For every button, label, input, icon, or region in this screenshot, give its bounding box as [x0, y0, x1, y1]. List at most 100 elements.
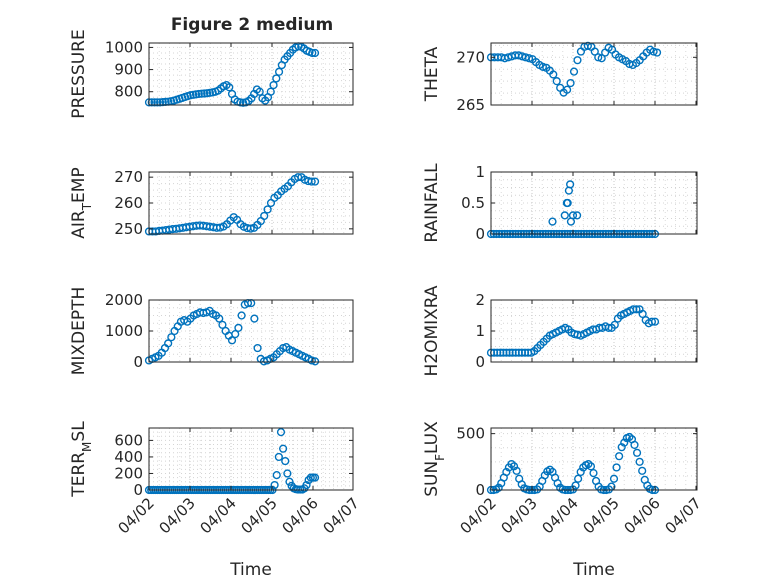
data-point	[266, 87, 275, 96]
data-point	[234, 323, 243, 333]
data-point	[158, 98, 167, 107]
y-tick-label: 0	[133, 353, 143, 371]
data-point	[652, 48, 662, 57]
subplot-theta: 265 270 THETA	[422, 41, 698, 114]
subplot-h2omixra: 0 1 2 H2OMIXRA	[422, 285, 698, 377]
y-tick-label: 0.5	[461, 194, 485, 212]
series-markers	[144, 42, 320, 107]
y-tick-label: 0	[475, 353, 485, 371]
data-point	[632, 448, 642, 457]
data-point	[310, 48, 320, 58]
y-axis-label: H2OMIXRA	[422, 285, 442, 376]
data-point	[200, 89, 209, 98]
data-point	[147, 98, 156, 107]
data-point	[225, 83, 234, 92]
x-axis-label: Time	[572, 560, 615, 580]
data-point	[308, 48, 317, 58]
data-point	[269, 80, 278, 90]
data-point	[635, 457, 644, 466]
data-point	[218, 320, 227, 329]
plot-area	[491, 172, 697, 234]
x-tick-label: 04/02	[115, 494, 158, 537]
y-axis-label: RAINFALL	[422, 163, 442, 243]
data-point	[246, 224, 255, 233]
data-point	[272, 74, 281, 83]
y-axis-label: THETA	[422, 46, 442, 102]
data-point	[270, 480, 279, 490]
data-point	[597, 54, 606, 63]
y-tick-label: 250	[114, 220, 143, 238]
data-point	[272, 471, 281, 480]
y-tick-label: 0	[475, 481, 485, 499]
axes-box	[148, 42, 354, 106]
y-tick-label: 0	[133, 481, 143, 499]
data-point	[569, 67, 579, 76]
data-point	[250, 314, 259, 323]
x-tick-label: 04/06	[279, 494, 322, 537]
data-point	[283, 469, 292, 478]
y-axis-label: MIXDEPTH	[69, 287, 89, 376]
y-tick-label: 1000	[105, 322, 143, 340]
y-tick-label: 260	[114, 194, 143, 212]
data-point	[153, 98, 162, 107]
y-tick-label: 1	[475, 163, 485, 181]
y-tick-label: 2000	[105, 291, 143, 309]
data-point	[563, 198, 572, 208]
data-point	[281, 456, 290, 466]
data-point	[310, 357, 320, 366]
data-point	[638, 309, 647, 319]
y-axis-label: AIRTEMP	[69, 167, 94, 238]
y-axis-label: PRESSURE	[69, 29, 89, 118]
data-point	[589, 468, 598, 478]
axes-box	[490, 427, 698, 491]
y-tick-label: 1000	[105, 38, 143, 56]
x-tick-label: 04/04	[539, 494, 582, 537]
x-tick-label: 04/05	[238, 494, 281, 537]
x-tick-label: 04/06	[621, 494, 664, 537]
data-point	[524, 54, 534, 63]
y-tick-label: 500	[456, 425, 485, 443]
data-point	[630, 440, 639, 450]
data-point	[560, 211, 569, 220]
data-point	[279, 444, 288, 453]
y-tick-label: 265	[456, 96, 485, 114]
data-point	[150, 98, 159, 107]
data-point	[604, 323, 613, 333]
data-point	[572, 211, 582, 220]
subplot-terr-msl: 0200400600TERRMSL04/0204/0304/0404/0504/…	[69, 421, 363, 580]
plot-area	[149, 428, 353, 490]
data-point	[285, 477, 294, 486]
data-point	[548, 217, 557, 226]
figure-title: Figure 2 medium	[171, 15, 333, 35]
y-tick-label: 270	[114, 168, 143, 186]
data-point	[632, 305, 641, 314]
plot-area	[491, 428, 697, 490]
data-point	[231, 330, 240, 339]
data-point	[568, 211, 578, 220]
data-point	[538, 62, 547, 71]
data-point	[294, 173, 303, 182]
data-point	[263, 205, 272, 214]
data-point	[586, 462, 596, 471]
subplot-rainfall: 0 0.5 1 RAINFALL	[422, 163, 698, 243]
data-point	[566, 78, 575, 88]
data-point	[647, 317, 657, 326]
data-point	[612, 463, 621, 472]
subplot-mixdepth: 0 1000 2000 MIXDEPTH	[69, 287, 354, 376]
data-point	[260, 211, 269, 221]
x-tick-label: 04/03	[156, 494, 199, 537]
data-point	[307, 177, 316, 186]
data-point	[574, 474, 583, 483]
data-point	[594, 53, 603, 62]
y-tick-label: 2	[475, 291, 485, 309]
x-tick-label: 04/07	[662, 494, 705, 537]
data-point	[274, 452, 283, 462]
data-point	[512, 466, 521, 475]
y-tick-label: 0	[475, 225, 485, 243]
x-tick-label: 04/03	[498, 494, 541, 537]
y-tick-label: 400	[114, 448, 143, 466]
data-point	[566, 180, 575, 189]
data-point	[638, 466, 647, 475]
data-point	[237, 311, 246, 320]
y-tick-label: 270	[456, 48, 485, 66]
